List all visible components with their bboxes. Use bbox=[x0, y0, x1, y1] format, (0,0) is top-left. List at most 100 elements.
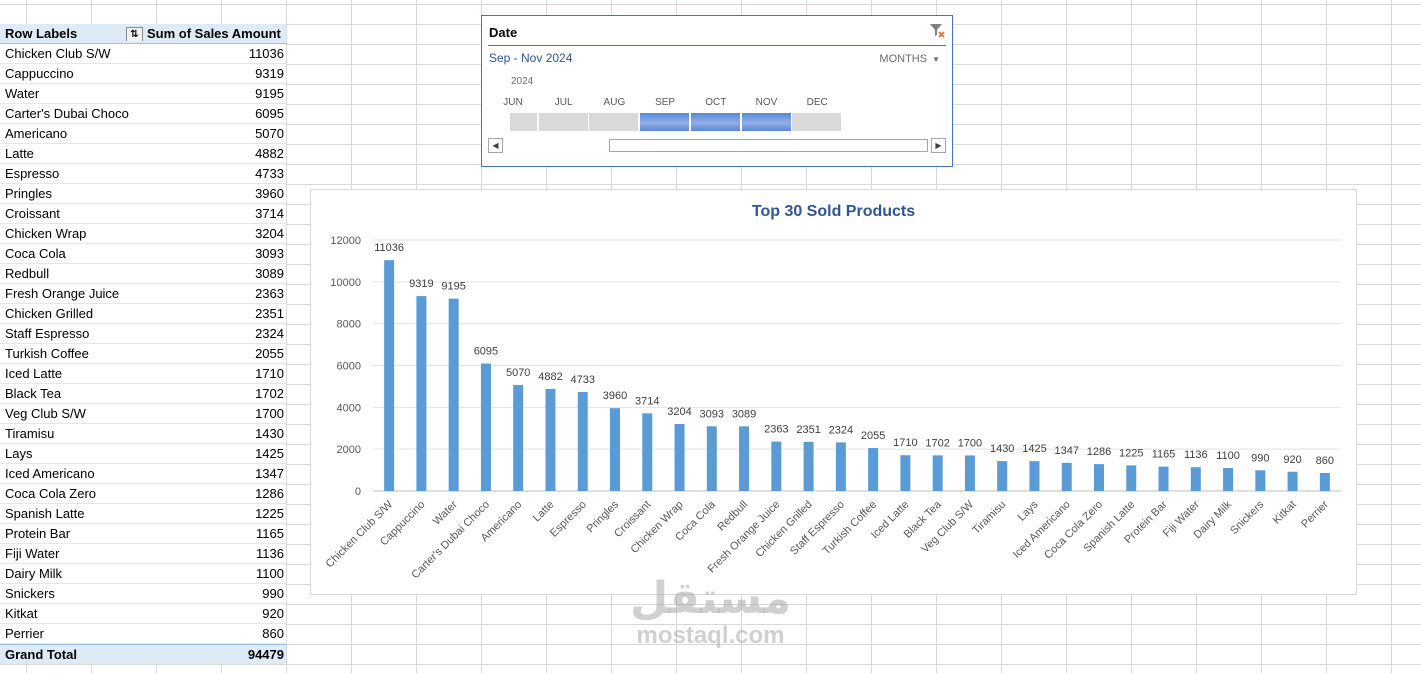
timeline-month-bar[interactable] bbox=[589, 113, 639, 131]
chart-bar[interactable] bbox=[1319, 473, 1330, 491]
chart-bar[interactable] bbox=[900, 455, 911, 491]
pivot-row[interactable]: Veg Club S/W 1700 bbox=[0, 404, 286, 424]
pivot-row-label: Latte bbox=[5, 146, 34, 161]
scroll-right-icon[interactable]: ▶ bbox=[931, 138, 946, 153]
pivot-row[interactable]: Cappuccino 9319 bbox=[0, 64, 286, 84]
x-tick-label: Perrier bbox=[1299, 498, 1331, 530]
time-level-dropdown[interactable]: MONTHS ▼ bbox=[879, 53, 940, 65]
grand-total-label: Grand Total bbox=[5, 646, 77, 662]
pivot-row[interactable]: Turkish Coffee 2055 bbox=[0, 344, 286, 364]
chart-bar[interactable] bbox=[674, 423, 685, 491]
pivot-row[interactable]: Carter's Dubai Choco 6095 bbox=[0, 104, 286, 124]
grand-total-row[interactable]: Grand Total 94479 bbox=[0, 644, 286, 664]
pivot-header-row: Row Labels ⇅ Sum of Sales Amount bbox=[0, 24, 286, 44]
chart-bar[interactable] bbox=[803, 441, 814, 491]
chart-bar[interactable] bbox=[1190, 467, 1201, 491]
pivot-row[interactable]: Pringles 3960 bbox=[0, 184, 286, 204]
chart-bar[interactable] bbox=[480, 363, 491, 491]
pivot-row-value: 1347 bbox=[255, 466, 284, 481]
data-label: 920 bbox=[1283, 454, 1301, 466]
timeline-month-bar[interactable] bbox=[741, 113, 791, 131]
chart-bar[interactable] bbox=[416, 296, 427, 491]
sort-filter-icon[interactable]: ⇅ bbox=[126, 27, 143, 41]
chart-bar[interactable] bbox=[868, 448, 879, 491]
chart-bar[interactable] bbox=[706, 426, 717, 491]
pivot-row[interactable]: Snickers 990 bbox=[0, 584, 286, 604]
timeline-month-bar[interactable] bbox=[510, 113, 537, 131]
clear-filter-icon[interactable] bbox=[928, 22, 946, 40]
pivot-row[interactable]: Latte 4882 bbox=[0, 144, 286, 164]
data-label: 4733 bbox=[570, 374, 594, 386]
pivot-row[interactable]: Chicken Wrap 3204 bbox=[0, 224, 286, 244]
pivot-row[interactable]: Water 9195 bbox=[0, 84, 286, 104]
pivot-row[interactable]: Dairy Milk 1100 bbox=[0, 564, 286, 584]
pivot-row-value: 2363 bbox=[255, 286, 284, 301]
timeline-month-bar[interactable] bbox=[538, 113, 588, 131]
pivot-row[interactable]: Tiramisu 1430 bbox=[0, 424, 286, 444]
pivot-row[interactable]: Coca Cola 3093 bbox=[0, 244, 286, 264]
pivot-row-label: Snickers bbox=[5, 586, 55, 601]
pivot-row-label: Lays bbox=[5, 446, 33, 461]
chart-bar[interactable] bbox=[448, 298, 459, 491]
chart-bar[interactable] bbox=[932, 455, 943, 491]
chart-bar[interactable] bbox=[1255, 470, 1266, 491]
chart-bar[interactable] bbox=[1094, 464, 1104, 491]
pivot-row[interactable]: Fiji Water 1136 bbox=[0, 544, 286, 564]
pivot-row[interactable]: Black Tea 1702 bbox=[0, 384, 286, 404]
pivot-row[interactable]: Espresso 4733 bbox=[0, 164, 286, 184]
chart-bar[interactable] bbox=[577, 392, 588, 491]
pivot-row[interactable]: Croissant 3714 bbox=[0, 204, 286, 224]
chart-bar[interactable] bbox=[642, 413, 653, 491]
pivot-row-value: 860 bbox=[262, 626, 284, 641]
chart-bar[interactable] bbox=[1287, 471, 1298, 491]
pivot-row[interactable]: Lays 1425 bbox=[0, 444, 286, 464]
timeline-month-bar[interactable] bbox=[640, 113, 690, 131]
pivot-row-value: 9195 bbox=[255, 86, 284, 101]
chart-bar[interactable] bbox=[1223, 467, 1234, 491]
pivot-row[interactable]: Perrier 860 bbox=[0, 624, 286, 644]
chart-bar[interactable] bbox=[997, 461, 1008, 491]
pivot-row[interactable]: Redbull 3089 bbox=[0, 264, 286, 284]
bar-chart[interactable]: Top 30 Sold Products 0 2000 4000 6000 8000 10… bbox=[310, 189, 1357, 595]
pivot-row-label: Croissant bbox=[5, 206, 60, 221]
row-labels-header[interactable]: Row Labels ⇅ bbox=[0, 26, 145, 41]
pivot-row[interactable]: Spanish Latte 1225 bbox=[0, 504, 286, 524]
pivot-row-label: Spanish Latte bbox=[5, 506, 85, 521]
chart-bar[interactable] bbox=[545, 388, 556, 491]
pivot-row-value: 3093 bbox=[255, 246, 284, 261]
chart-bar[interactable] bbox=[1126, 465, 1137, 491]
data-label: 860 bbox=[1316, 455, 1334, 467]
chart-bar[interactable] bbox=[1061, 462, 1072, 491]
scrollbar-thumb[interactable] bbox=[609, 139, 928, 152]
y-tick-label: 10000 bbox=[330, 277, 361, 289]
timeline-month-bar[interactable] bbox=[690, 113, 740, 131]
pivot-row[interactable]: Staff Espresso 2324 bbox=[0, 324, 286, 344]
chart-bar[interactable] bbox=[1029, 461, 1040, 491]
pivot-row[interactable]: Iced Latte 1710 bbox=[0, 364, 286, 384]
pivot-row[interactable]: Kitkat 920 bbox=[0, 604, 286, 624]
date-timeline-slicer[interactable]: Date Sep - Nov 2024 MONTHS ▼ 2024 JUN JUL A… bbox=[481, 15, 953, 167]
pivot-row[interactable]: Chicken Grilled 2351 bbox=[0, 304, 286, 324]
pivot-row[interactable]: Chicken Club S/W 11036 bbox=[0, 44, 286, 64]
chart-bar[interactable] bbox=[1158, 466, 1169, 491]
chart-bar[interactable] bbox=[610, 408, 620, 491]
chart-bar[interactable] bbox=[384, 260, 395, 491]
pivot-row-value: 2351 bbox=[255, 306, 284, 321]
timeline-scrollbar[interactable]: ◀ ▶ bbox=[488, 138, 946, 154]
pivot-row[interactable]: Coca Cola Zero 1286 bbox=[0, 484, 286, 504]
chart-bar[interactable] bbox=[964, 455, 975, 491]
chart-bar[interactable] bbox=[513, 384, 524, 491]
x-tick-label: Lays bbox=[1016, 498, 1041, 523]
chart-bar[interactable] bbox=[739, 426, 750, 491]
pivot-row[interactable]: Fresh Orange Juice 2363 bbox=[0, 284, 286, 304]
pivot-row[interactable]: Iced Americano 1347 bbox=[0, 464, 286, 484]
timeline-month-bar[interactable] bbox=[792, 113, 842, 131]
chart-bar[interactable] bbox=[771, 441, 782, 491]
data-label: 3093 bbox=[700, 408, 724, 420]
pivot-row[interactable]: Americano 5070 bbox=[0, 124, 286, 144]
pivot-row[interactable]: Protein Bar 1165 bbox=[0, 524, 286, 544]
chart-plot: 0 2000 4000 6000 8000 10000 12000 11036 Chicken … bbox=[324, 235, 1341, 581]
sum-sales-header[interactable]: Sum of Sales Amount bbox=[147, 26, 281, 41]
chart-bar[interactable] bbox=[835, 442, 846, 491]
scroll-left-icon[interactable]: ◀ bbox=[488, 138, 503, 153]
